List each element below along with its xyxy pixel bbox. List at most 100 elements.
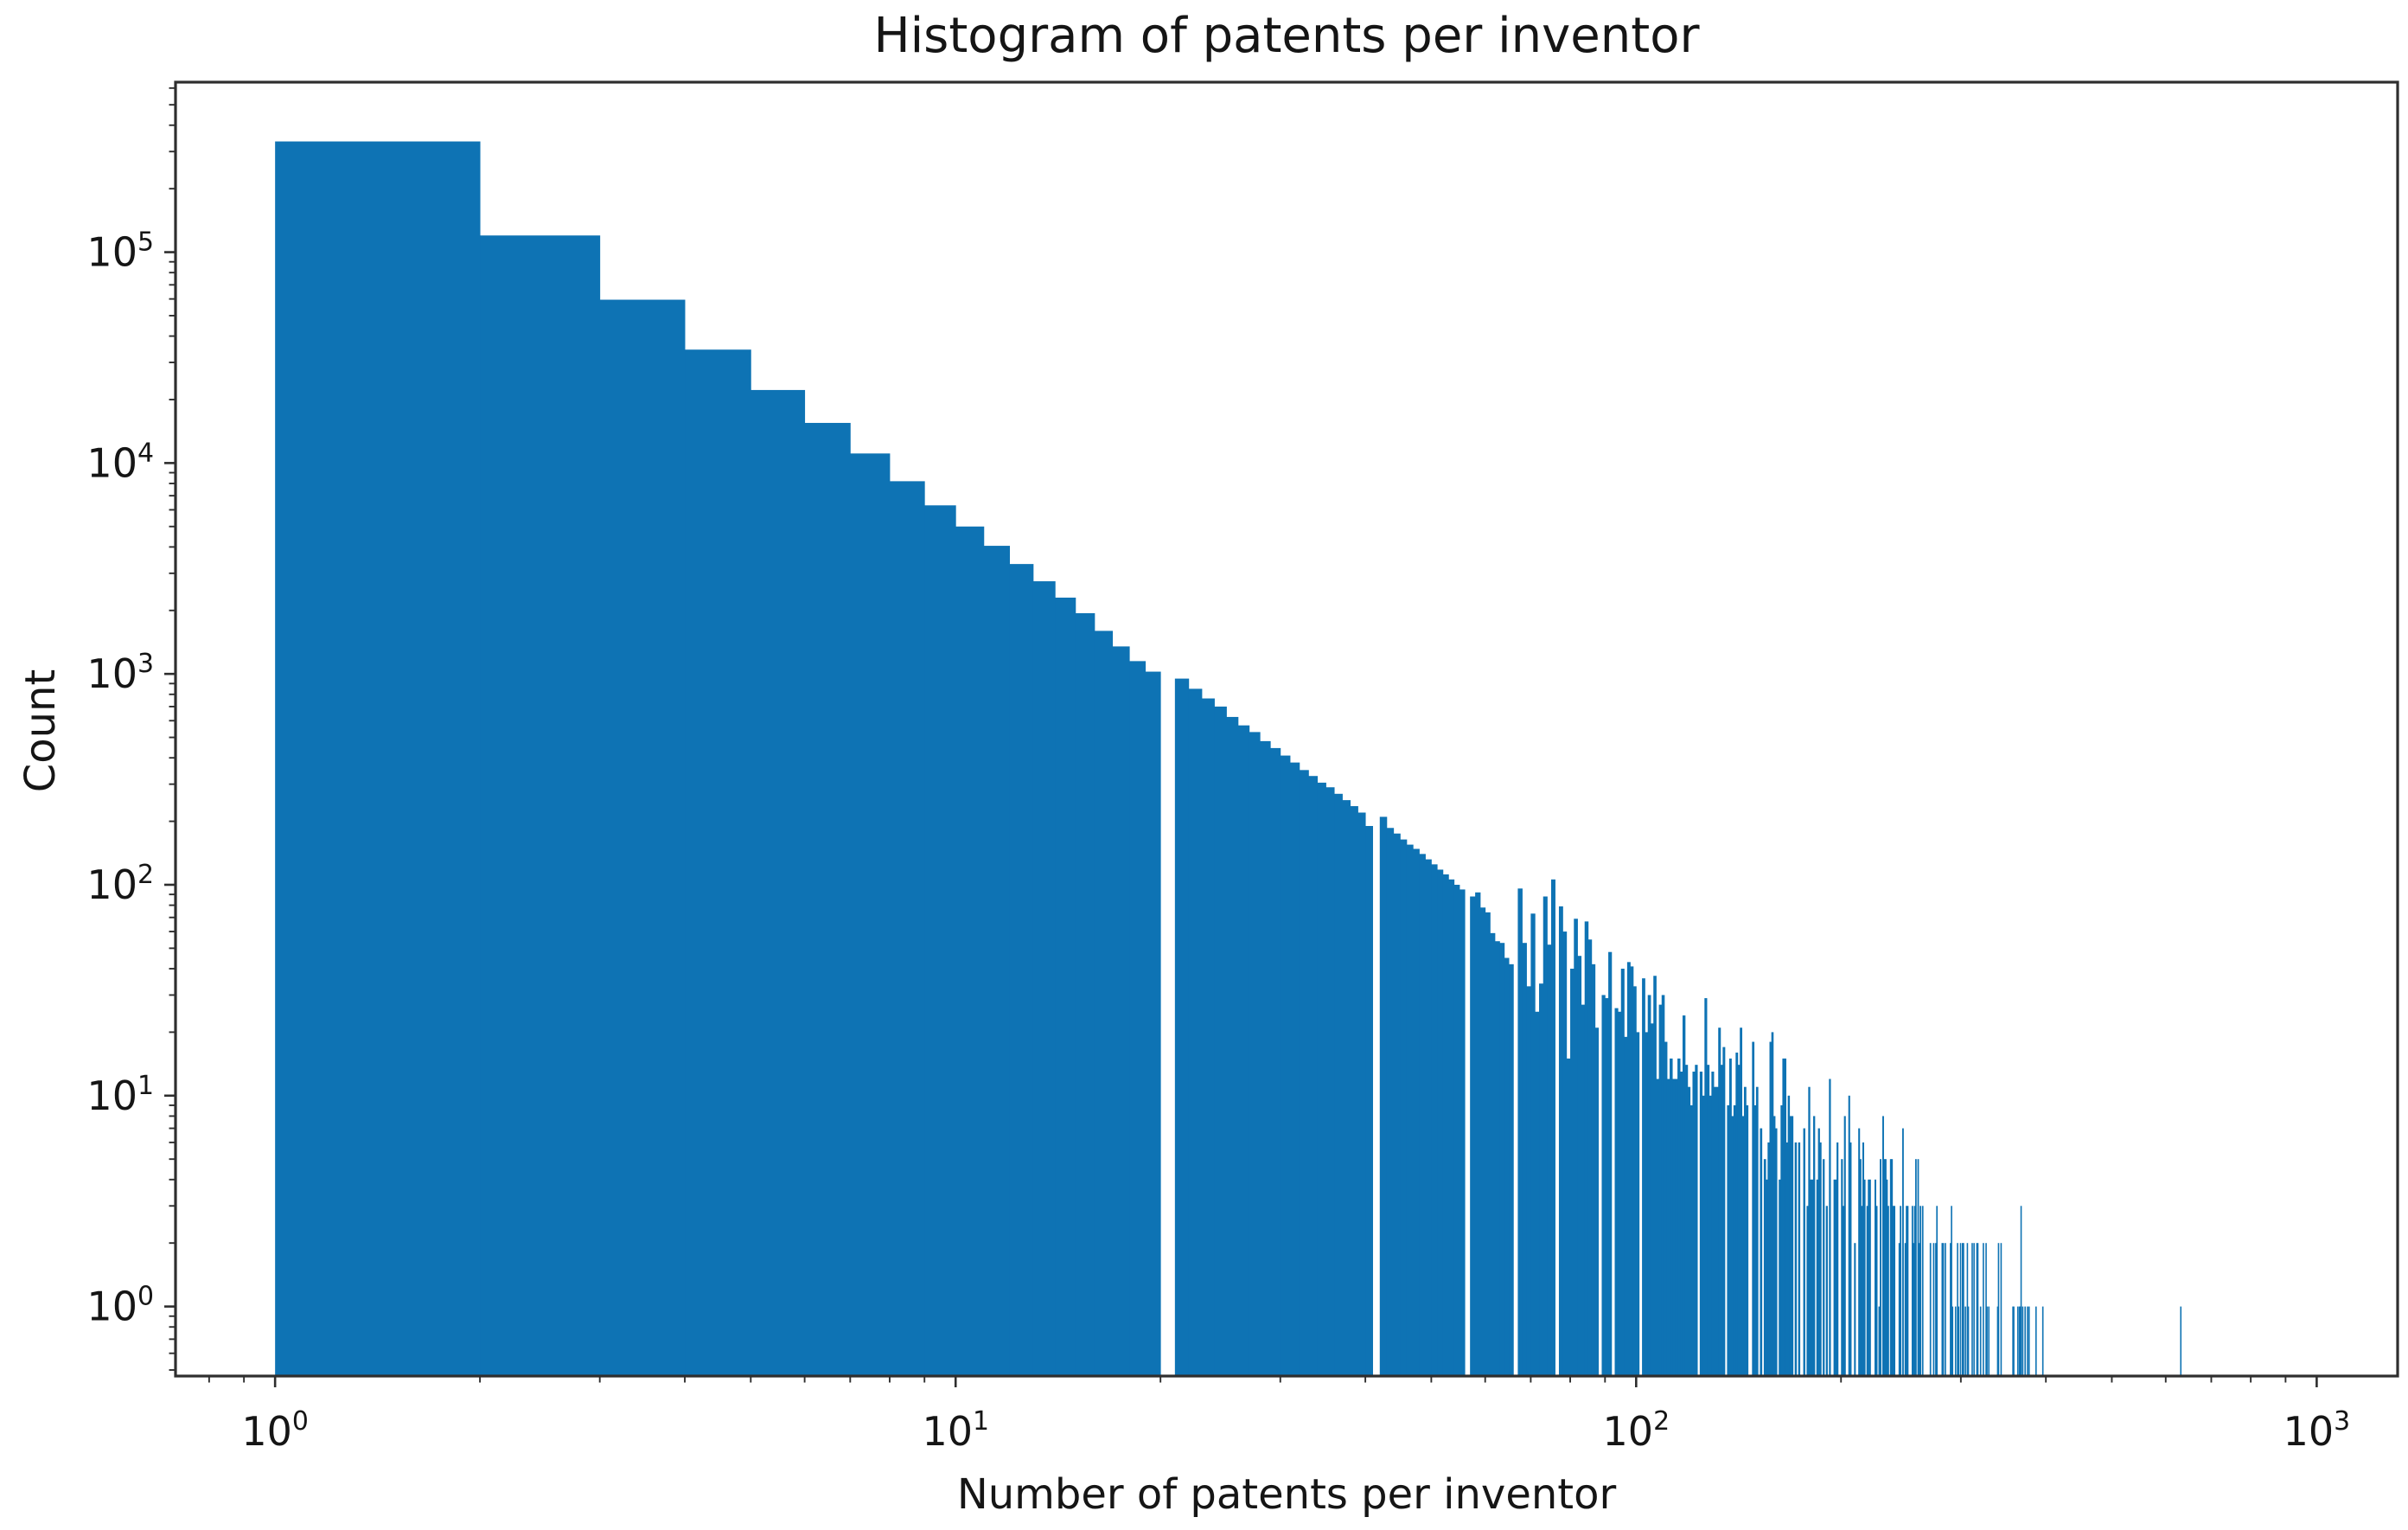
histogram-bar	[1325, 787, 1335, 1376]
histogram-bar	[1883, 1159, 1886, 1376]
histogram-bar	[1997, 1243, 2000, 1376]
histogram-bar	[1249, 732, 1261, 1376]
histogram-bar	[1365, 826, 1373, 1376]
x-tick-label: 100	[241, 1406, 309, 1455]
histogram-bar	[1584, 921, 1589, 1376]
histogram-bar	[1951, 1306, 1954, 1376]
histogram-bar	[1868, 1179, 1871, 1376]
histogram-bar	[1769, 1041, 1772, 1376]
histogram-bar	[1661, 995, 1665, 1376]
histogram-bar	[1918, 1243, 1920, 1376]
histogram-bar	[1935, 1243, 1937, 1376]
histogram-bar	[1986, 1306, 1988, 1376]
y-axis: 100 101 102 103 104 105	[86, 86, 176, 1371]
histogram-bar	[1645, 1032, 1649, 1376]
histogram-bar	[1393, 833, 1401, 1376]
x-axis-label: Number of patents per inventor	[956, 1470, 1617, 1519]
histogram-bar	[1835, 1179, 1837, 1376]
histogram-bar	[1740, 1027, 1743, 1376]
histogram-bar	[1653, 976, 1657, 1376]
histogram-bar	[2027, 1306, 2028, 1376]
histogram-bar	[1647, 995, 1651, 1376]
histogram-bar	[1772, 1116, 1776, 1376]
histogram-bar	[480, 235, 601, 1376]
histogram-bar	[1214, 706, 1227, 1376]
histogram-bar	[1699, 1072, 1703, 1376]
histogram-bar	[1806, 1206, 1809, 1376]
histogram-bar	[1961, 1243, 1964, 1376]
histogram-bar	[1836, 1142, 1839, 1376]
histogram-bar	[1632, 986, 1637, 1376]
histogram-bar	[1866, 1206, 1868, 1376]
y-tick-label: 101	[86, 1071, 154, 1119]
histogram-bar	[2017, 1306, 2019, 1376]
y-tick-label: 100	[86, 1282, 154, 1330]
histogram-bar	[1976, 1243, 1978, 1376]
histogram-bar	[1566, 1058, 1571, 1376]
histogram-bar	[1966, 1243, 1969, 1376]
histogram-bar	[1289, 762, 1300, 1376]
histogram-bar	[1709, 1095, 1712, 1376]
histogram-bar	[1808, 1086, 1811, 1376]
histogram-bar	[2035, 1306, 2037, 1376]
histogram-bar	[1817, 1128, 1820, 1376]
x-tick-label: 103	[2283, 1406, 2351, 1455]
histogram-bar	[1848, 1095, 1850, 1376]
histogram-bar	[1743, 1086, 1747, 1376]
histogram-bar	[1771, 1032, 1774, 1376]
histogram-bar	[1614, 1008, 1619, 1376]
histogram-bar	[1784, 1058, 1787, 1376]
histogram-bar	[1379, 816, 1388, 1376]
histogram-bar	[1789, 1116, 1792, 1376]
histogram-bar	[1526, 986, 1531, 1376]
histogram-bar	[1829, 1079, 1831, 1376]
histogram-bar	[275, 141, 481, 1376]
histogram-bar	[1509, 963, 1514, 1376]
histogram-bar	[1280, 755, 1291, 1376]
histogram-bar	[1658, 1004, 1663, 1376]
histogram-bar	[1517, 888, 1523, 1376]
histogram-bar	[1919, 1206, 1921, 1376]
histogram-bar	[1608, 951, 1613, 1376]
histogram-bar	[1819, 1142, 1822, 1376]
histogram-bar	[1889, 1159, 1892, 1376]
histogram-bar	[1854, 1243, 1856, 1376]
histogram-bar	[1522, 943, 1527, 1376]
histogram-bar	[1535, 1011, 1540, 1376]
histogram-bar	[1400, 839, 1408, 1376]
histogram-bar	[1752, 1041, 1755, 1376]
histogram-bar	[1841, 1159, 1843, 1376]
histogram-bar	[955, 526, 985, 1376]
histogram-bar	[1479, 907, 1486, 1376]
histogram-bar	[1594, 1027, 1600, 1376]
histogram-bar	[1900, 1206, 1902, 1376]
histogram-bar	[1684, 1065, 1689, 1376]
y-tick-label: 103	[86, 649, 154, 697]
x-tick-label: 102	[1603, 1406, 1670, 1455]
histogram-bar	[1530, 913, 1536, 1376]
histogram-bar	[1145, 671, 1161, 1376]
histogram-bar	[1605, 998, 1609, 1376]
histogram-bar	[1813, 1116, 1816, 1376]
histogram-bar	[1733, 1104, 1736, 1376]
histogram-bar	[1774, 1128, 1778, 1376]
histogram-bar	[1715, 1086, 1719, 1376]
histogram-bar	[1562, 931, 1568, 1376]
histogram-bar	[1574, 919, 1578, 1376]
histogram-bar	[1782, 1058, 1785, 1376]
histogram-bar	[1921, 1206, 1924, 1376]
histogram-bar	[1626, 962, 1631, 1376]
histogram-bar	[1550, 879, 1555, 1376]
histogram-bar	[1907, 1206, 1909, 1376]
histogram-bar	[1886, 1179, 1888, 1376]
histogram-bar	[1334, 793, 1343, 1376]
histogram-bar	[1707, 1065, 1710, 1376]
histogram-bar	[1431, 864, 1438, 1376]
chart-title: Histogram of patents per inventor	[873, 8, 1700, 64]
histogram-bar	[2041, 1306, 2044, 1376]
histogram-bar	[1350, 806, 1358, 1376]
histogram-bar	[1727, 1104, 1730, 1376]
histogram-bar	[1687, 1086, 1691, 1376]
histogram-bar	[1884, 1159, 1887, 1376]
histogram-bar	[2024, 1306, 2026, 1376]
